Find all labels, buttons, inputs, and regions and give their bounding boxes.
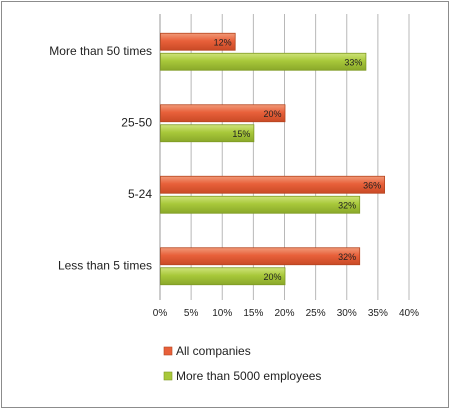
bar-all-companies <box>160 247 361 266</box>
legend: All companies More than 5000 employees <box>163 344 321 383</box>
category-label: Less than 5 times <box>58 258 152 272</box>
bar-more-than-5000-employees <box>160 267 286 286</box>
bar-more-than-5000-employees <box>160 124 255 143</box>
x-tick-label: 0% <box>153 308 168 319</box>
x-tick-label: 15% <box>243 308 263 319</box>
bar-all-companies <box>160 175 386 194</box>
category-label: 5-24 <box>128 187 152 201</box>
bar-value-label: 20% <box>263 109 281 119</box>
bar-more-than-5000-employees <box>160 195 361 214</box>
bar-more-than-5000-employees <box>160 52 367 71</box>
x-axis-tick-labels: 0% 5% 10% 15% 20% 25% 30% 35% 40% <box>153 308 419 319</box>
bar-value-label: 20% <box>263 272 281 282</box>
x-tick-label: 10% <box>212 308 232 319</box>
bar-value-label: 32% <box>338 200 356 210</box>
bar-value-label: 15% <box>232 129 250 139</box>
bar-value-label: 32% <box>338 252 356 262</box>
category-labels: More than 50 times 25-50 5-24 Less than 5 t… <box>49 44 152 273</box>
category-label: 25-50 <box>121 115 152 129</box>
x-tick-label: 30% <box>337 308 357 319</box>
bar-value-label: 12% <box>214 37 232 47</box>
x-tick-label: 20% <box>274 308 294 319</box>
legend-entry: More than 5000 employees <box>176 369 321 383</box>
legend-swatch <box>163 346 173 356</box>
bar-value-label: 36% <box>363 180 381 190</box>
bar-all-companies <box>160 104 286 123</box>
legend-swatch <box>163 371 173 381</box>
bar-value-label: 33% <box>344 57 362 67</box>
x-tick-label: 40% <box>399 308 419 319</box>
x-tick-label: 35% <box>368 308 388 319</box>
legend-entry: All companies <box>176 344 251 358</box>
category-label: More than 50 times <box>49 44 152 58</box>
bar-all-companies <box>160 32 236 51</box>
bars: 12% 33% 20% 15% 36% 32% 32% 20% <box>160 32 386 286</box>
x-tick-label: 5% <box>184 308 199 319</box>
x-tick-label: 25% <box>306 308 326 319</box>
